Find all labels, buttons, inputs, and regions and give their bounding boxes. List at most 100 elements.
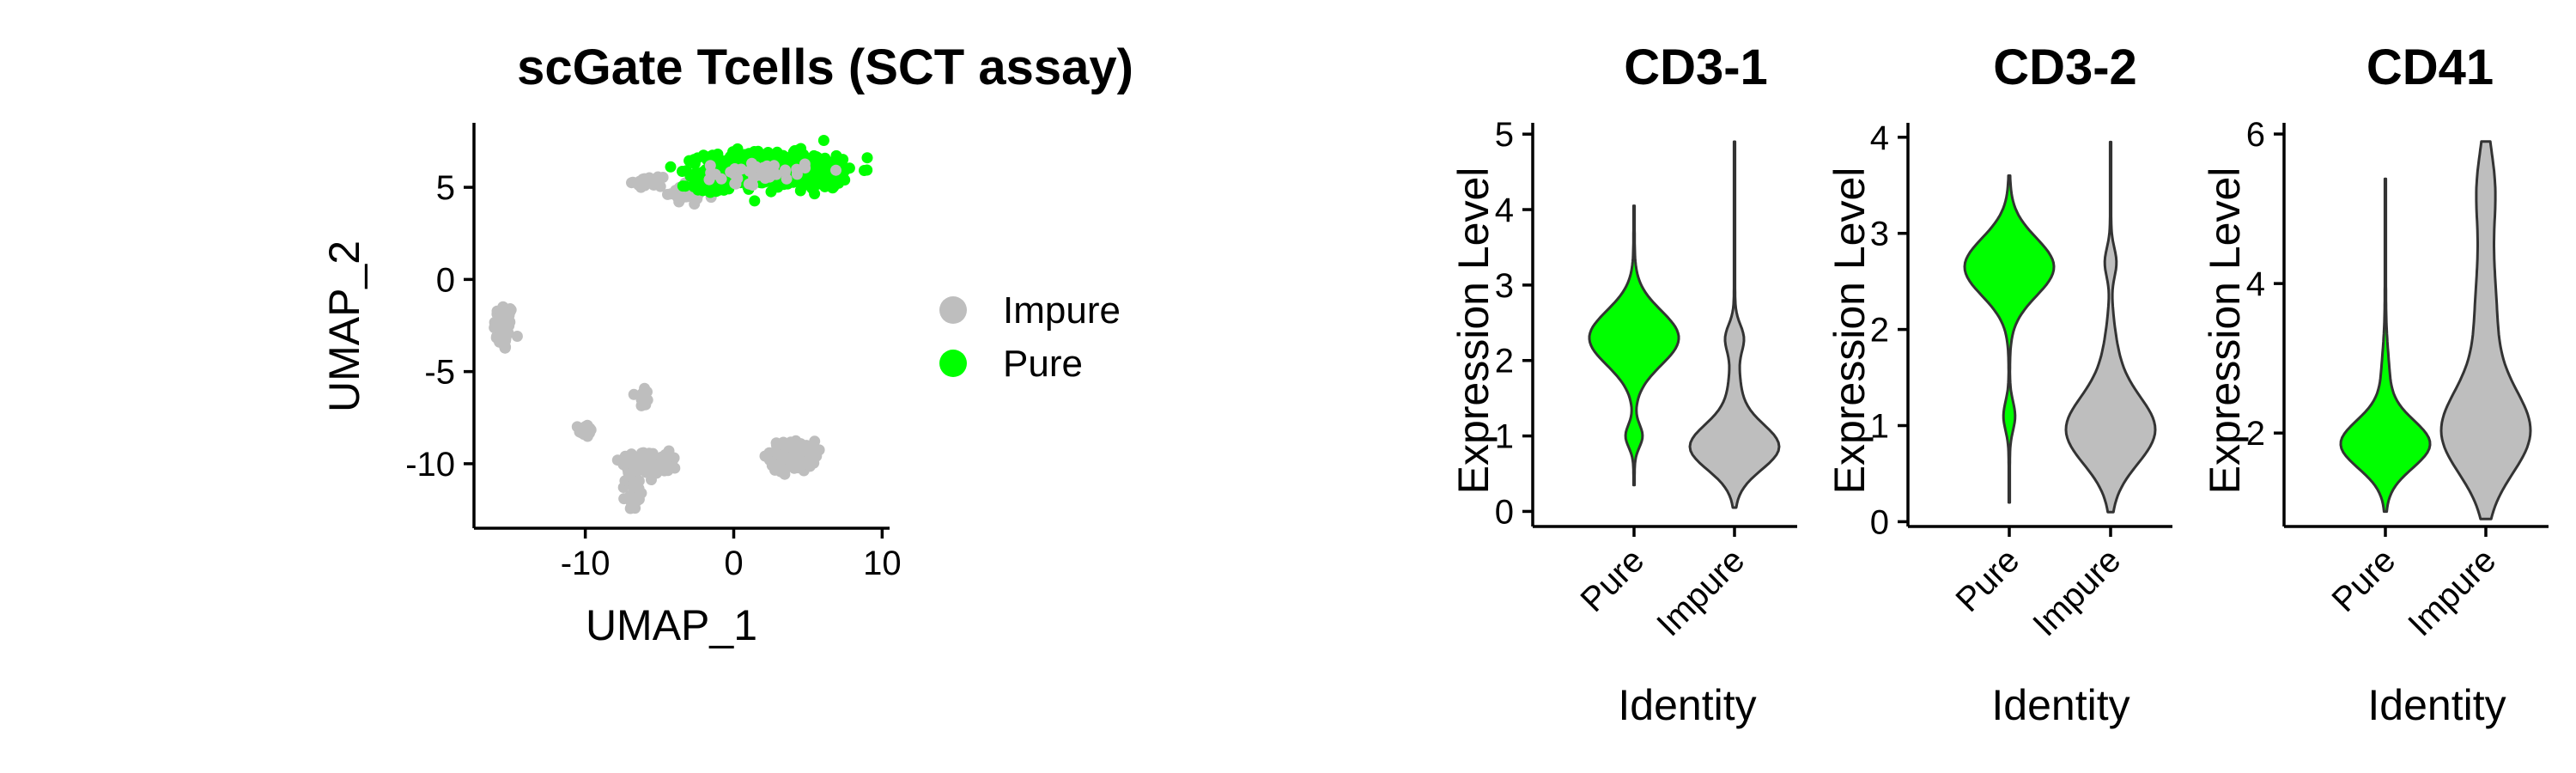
umap-point-pure bbox=[827, 182, 839, 194]
umap-point-impure bbox=[704, 160, 716, 172]
violin-pure bbox=[1963, 174, 2056, 504]
umap-point-impure bbox=[646, 474, 657, 485]
cd3-2-violins bbox=[1963, 140, 2157, 514]
umap-point-impure bbox=[662, 188, 673, 200]
violin-y-tick-label: 0 bbox=[1495, 493, 1514, 531]
umap-point-impure bbox=[654, 460, 666, 472]
umap-point-impure bbox=[703, 173, 715, 186]
umap-point-impure bbox=[780, 164, 791, 176]
umap-point-pure bbox=[785, 152, 797, 164]
violin-y-tick-label: 3 bbox=[1870, 216, 1889, 253]
umap-x-tick-label: 0 bbox=[724, 545, 743, 582]
umap-y-tick-label: -5 bbox=[424, 354, 455, 392]
violin-x-tick-label: Impure bbox=[2026, 541, 2128, 643]
cd41-title: CD41 bbox=[2366, 40, 2494, 95]
umap-point-impure bbox=[766, 456, 778, 468]
cd3-1-x-label: Identity bbox=[1618, 681, 1756, 729]
umap-point-impure bbox=[765, 167, 777, 179]
violin-y-tick-label: 5 bbox=[1495, 116, 1514, 154]
violin-y-tick-label: 4 bbox=[1495, 192, 1514, 229]
umap-legend: Impure Pure bbox=[939, 289, 1121, 385]
umap-point-impure bbox=[770, 439, 782, 451]
violin-y-tick-label: 1 bbox=[1870, 408, 1889, 446]
umap-panel: scGate Tcells (SCT assay) -10 0 10 5 0 -5-10 … bbox=[320, 40, 1133, 649]
violin-y-tick-label: 1 bbox=[1495, 418, 1514, 456]
umap-point-pure bbox=[861, 152, 873, 164]
violin-pure bbox=[2339, 177, 2432, 514]
umap-x-tick-label: -10 bbox=[561, 545, 611, 582]
violin-y-tick-label: 2 bbox=[2246, 415, 2265, 453]
umap-point-pure bbox=[665, 161, 677, 173]
umap-point-pure bbox=[809, 167, 821, 179]
cd41-x-label: Identity bbox=[2367, 681, 2506, 729]
violin-y-tick-label: 4 bbox=[2246, 265, 2265, 303]
umap-point-impure bbox=[750, 161, 762, 173]
umap-axes: -10 0 10 5 0 -5 -10 bbox=[405, 123, 902, 582]
violin-impure bbox=[2439, 140, 2532, 520]
violin-x-tick-label: Pure bbox=[1574, 541, 1652, 619]
umap-point-pure bbox=[727, 146, 738, 158]
umap-point-impure bbox=[735, 163, 747, 175]
legend-label-impure: Impure bbox=[1003, 289, 1121, 332]
umap-points bbox=[489, 135, 873, 514]
umap-point-pure bbox=[710, 183, 722, 195]
violin-impure bbox=[1688, 140, 1781, 509]
violin-impure bbox=[2064, 140, 2157, 514]
legend-label-pure: Pure bbox=[1003, 343, 1083, 385]
umap-point-impure bbox=[625, 448, 637, 460]
cd41-violins bbox=[2339, 140, 2532, 520]
legend-swatch-impure bbox=[939, 296, 967, 324]
umap-point-impure bbox=[782, 452, 794, 464]
umap-y-label: UMAP_2 bbox=[320, 240, 368, 412]
umap-title: scGate Tcells (SCT assay) bbox=[517, 40, 1133, 95]
violin-y-tick-label: 6 bbox=[2246, 116, 2265, 154]
umap-x-label: UMAP_1 bbox=[586, 601, 757, 649]
umap-point-impure bbox=[795, 438, 806, 450]
umap-point-pure bbox=[749, 195, 761, 207]
violin-x-tick-label: Pure bbox=[1949, 541, 2027, 619]
cd41-y-label: Expression Level bbox=[2201, 167, 2249, 495]
umap-point-impure bbox=[654, 180, 666, 192]
umap-point-impure bbox=[627, 478, 639, 490]
umap-point-impure bbox=[808, 457, 820, 469]
umap-point-impure bbox=[664, 461, 676, 473]
violin-x-tick-label: Pure bbox=[2325, 541, 2403, 619]
umap-point-impure bbox=[791, 168, 803, 180]
umap-point-pure bbox=[806, 182, 818, 194]
cd3-2-y-label: Expression Level bbox=[1826, 167, 1874, 495]
umap-y-tick-label: 0 bbox=[436, 261, 455, 299]
umap-y-tick-label: -10 bbox=[405, 446, 455, 484]
umap-point-pure bbox=[859, 165, 870, 176]
violin-y-tick-label: 4 bbox=[1870, 119, 1889, 157]
violin-y-tick-label: 2 bbox=[1870, 312, 1889, 350]
umap-point-impure bbox=[781, 441, 793, 453]
umap-point-impure bbox=[511, 331, 523, 342]
umap-point-impure bbox=[730, 178, 742, 190]
umap-point-impure bbox=[799, 162, 811, 173]
violin-x-tick-label: Impure bbox=[2401, 541, 2503, 643]
cd3-1-y-label: Expression Level bbox=[1449, 167, 1498, 495]
umap-point-pure bbox=[677, 180, 689, 192]
umap-point-pure bbox=[690, 154, 702, 166]
cd3-2-title: CD3-2 bbox=[1993, 40, 2137, 95]
cd3-2-x-label: Identity bbox=[1991, 681, 2129, 729]
umap-point-impure bbox=[633, 493, 645, 505]
umap-y-tick-label: 5 bbox=[436, 169, 455, 207]
umap-point-pure bbox=[694, 174, 706, 186]
umap-point-impure bbox=[499, 342, 511, 354]
umap-point-pure bbox=[720, 181, 732, 193]
umap-point-impure bbox=[632, 465, 644, 477]
umap-point-pure bbox=[677, 166, 688, 177]
umap-point-impure bbox=[499, 306, 511, 318]
umap-point-impure bbox=[494, 332, 506, 344]
umap-point-pure bbox=[817, 135, 829, 146]
violin-x-tick-label: Impure bbox=[1649, 541, 1752, 643]
cd3-1-violins bbox=[1588, 140, 1781, 509]
umap-point-pure bbox=[750, 147, 762, 158]
umap-point-impure bbox=[585, 424, 597, 435]
umap-x-tick-label: 10 bbox=[863, 545, 902, 582]
